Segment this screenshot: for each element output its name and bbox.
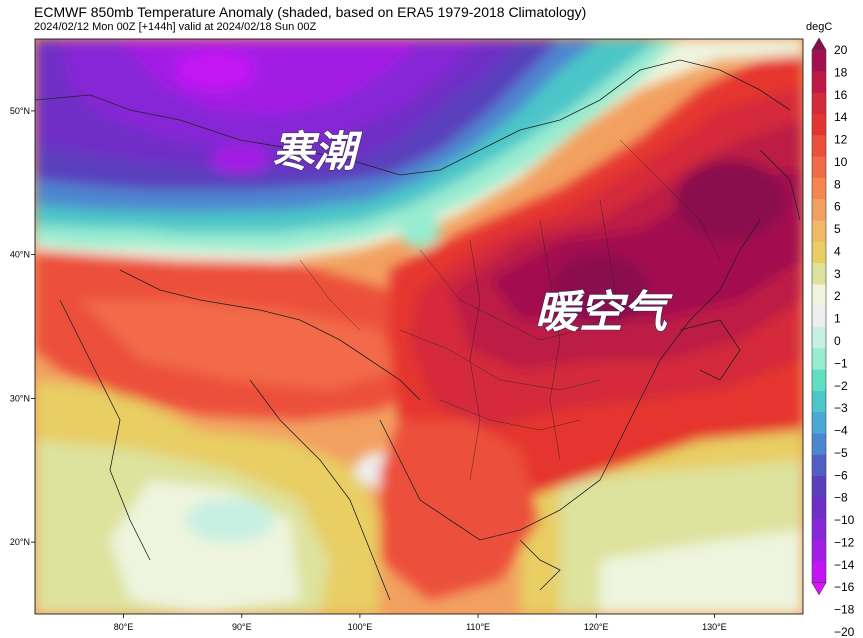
- x-tick-label: 110°E: [466, 622, 490, 632]
- province-borders: [299, 139, 721, 481]
- colorbar-tick-label: −6: [834, 468, 848, 482]
- colorbar-segment: [812, 433, 826, 456]
- map-frame: [34, 38, 804, 615]
- shaded-field: [35, 39, 803, 614]
- colorbar-segment: [812, 561, 826, 584]
- x-axis-ticks: 80°E 90°E 100°E 110°E 120°E 130°E: [114, 614, 727, 632]
- colorbar-tick-label: 8: [834, 177, 841, 191]
- colorbar-extend-max: [811, 37, 827, 51]
- colorbar-segment: [812, 199, 826, 221]
- colorbar-segment: [812, 390, 826, 413]
- cold-wave-annotation: 寒潮: [272, 127, 363, 176]
- colorbar-tick-label: −18: [834, 603, 855, 617]
- colorbar-tick-label: 14: [834, 110, 848, 124]
- colorbar-segment: [812, 476, 826, 498]
- y-tick-label: 50°N: [10, 106, 30, 116]
- colorbar-tick-label: 5: [834, 222, 841, 236]
- colorbar: 20181614121086543210−1−2−3−4−5−6−8−10−12…: [811, 37, 855, 638]
- colorbar-tick-label: 1: [834, 312, 841, 326]
- colorbar-tick-label: −16: [834, 580, 855, 594]
- colorbar-segment: [812, 497, 826, 520]
- colorbar-tick-label: 12: [834, 133, 848, 147]
- colorbar-segment: [812, 220, 826, 243]
- colorbar-segment: [812, 518, 826, 541]
- colorbar-tick-label: −4: [834, 424, 848, 438]
- x-tick-label: 130°E: [702, 622, 727, 632]
- colorbar-tick-label: 18: [834, 65, 848, 79]
- warm-air-annotation: 暖空气: [535, 287, 673, 338]
- colorbar-tick-label: 6: [834, 200, 841, 214]
- colorbar-segment: [812, 348, 826, 371]
- colorbar-tick-label: −2: [834, 379, 848, 393]
- colorbar-tick-label: −3: [834, 401, 848, 415]
- colorbar-tick-label: −14: [834, 558, 855, 572]
- colorbar-extend-min: [811, 582, 827, 596]
- colorbar-segment: [812, 156, 826, 179]
- x-tick-label: 120°E: [584, 622, 609, 632]
- colorbar-tick-label: −5: [834, 446, 848, 460]
- chart-title: ECMWF 850mb Temperature Anomaly (shaded,…: [34, 4, 587, 20]
- y-tick-label: 20°N: [10, 537, 30, 547]
- x-tick-label: 100°E: [348, 622, 373, 632]
- colorbar-tick-label: 0: [834, 334, 841, 348]
- colorbar-tick-label: 3: [834, 267, 841, 281]
- colorbar-segment: [812, 135, 826, 158]
- y-tick-label: 30°N: [10, 393, 30, 403]
- colorbar-segment: [812, 71, 826, 94]
- country-borders: [35, 59, 801, 601]
- colorbar-segment: [812, 263, 826, 285]
- colorbar-segment: [812, 305, 826, 328]
- colorbar-tick-label: 10: [834, 155, 848, 169]
- colorbar-segment: [812, 241, 826, 264]
- y-axis-ticks: 50°N 40°N 30°N 20°N: [10, 106, 35, 547]
- colorbar-tick-label: −10: [834, 513, 855, 527]
- colorbar-segment: [812, 412, 826, 435]
- colorbar-tick-label: −8: [834, 491, 848, 505]
- colorbar-tick-label: −1: [834, 356, 848, 370]
- x-tick-label: 90°E: [232, 622, 252, 632]
- colorbar-segment: [812, 540, 826, 562]
- colorbar-tick-label: −12: [834, 535, 855, 549]
- colorbar-tick-label: −20: [834, 625, 855, 638]
- chart-subtitle: 2024/02/12 Mon 00Z [+144h] valid at 2024…: [34, 21, 317, 33]
- colorbar-segment: [812, 113, 826, 136]
- colorbar-segment: [812, 284, 826, 307]
- colorbar-tick-label: 20: [834, 43, 848, 57]
- colorbar-tick-label: 4: [834, 244, 841, 258]
- colorbar-tick-label: 16: [834, 88, 848, 102]
- x-tick-label: 80°E: [114, 622, 134, 632]
- colorbar-segment: [812, 177, 826, 200]
- colorbar-unit-label: degC: [806, 21, 833, 33]
- colorbar-tick-label: 2: [834, 289, 841, 303]
- y-tick-label: 40°N: [10, 250, 30, 260]
- colorbar-segment: [812, 50, 826, 72]
- colorbar-frame: [811, 49, 827, 583]
- colorbar-segment: [812, 369, 826, 392]
- colorbar-segment: [812, 92, 826, 115]
- colorbar-segment: [812, 454, 826, 477]
- colorbar-segment: [812, 327, 826, 349]
